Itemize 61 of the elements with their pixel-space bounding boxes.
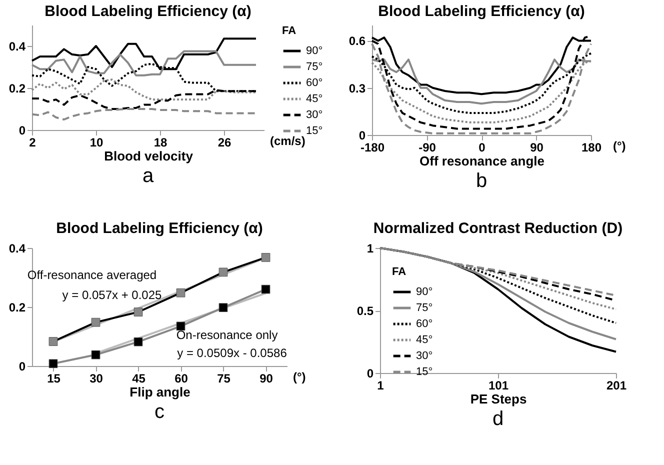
y-tick-label: 1 bbox=[366, 242, 374, 256]
y-tick-label: 0.6 bbox=[348, 34, 366, 48]
x-tick-label: 0 bbox=[478, 140, 486, 154]
x-tick-label: 45 bbox=[132, 372, 146, 386]
legend-label: 30° bbox=[416, 350, 433, 362]
x-tick-label: 90 bbox=[530, 140, 544, 154]
x-tick-label: 30 bbox=[90, 372, 104, 386]
legend-label: 60° bbox=[306, 77, 323, 89]
legend-label: 75° bbox=[416, 302, 433, 314]
x-tick-label: 180 bbox=[581, 140, 602, 154]
x-axis-title: PE Steps bbox=[470, 392, 527, 406]
legend-label: 45° bbox=[306, 93, 323, 105]
x-tick-label: 101 bbox=[488, 378, 509, 392]
legend-title: FA bbox=[392, 266, 406, 278]
legend-label: 60° bbox=[416, 318, 433, 330]
text: (°) bbox=[293, 370, 306, 384]
y-tick-label: 0.3 bbox=[348, 81, 366, 96]
y-tick-label: 0 bbox=[18, 360, 26, 374]
legend-label: 30° bbox=[306, 109, 323, 121]
x-tick-label: 15 bbox=[47, 372, 61, 386]
legend-label: 90° bbox=[306, 45, 323, 57]
annotation: y = 0.057x + 0.025 bbox=[62, 288, 162, 302]
text: b bbox=[476, 170, 488, 192]
x-axis-title: Off resonance angle bbox=[420, 154, 544, 168]
chart-title: Blood Labeling Efficiency (α) bbox=[378, 3, 585, 20]
x-tick-label: 18 bbox=[154, 136, 168, 150]
legend-label: 15° bbox=[416, 366, 433, 378]
x-tick-label: -180 bbox=[360, 140, 385, 154]
x-tick-label: 26 bbox=[218, 136, 232, 150]
x-axis-title: Flip angle bbox=[130, 384, 190, 400]
x-tick-label: 201 bbox=[606, 378, 627, 392]
x-tick-label: 90 bbox=[260, 372, 274, 386]
x-tick-label: 1 bbox=[377, 378, 384, 392]
y-tick-label: 0.2 bbox=[8, 300, 26, 314]
x-tick-label: 60 bbox=[174, 372, 188, 386]
legend-label: 45° bbox=[416, 334, 433, 346]
text: (cm/s) bbox=[270, 134, 306, 148]
x-tick-label: 75 bbox=[217, 372, 231, 386]
x-axis-title: Blood velocity bbox=[104, 148, 194, 164]
x-tick-label: 2 bbox=[29, 136, 36, 150]
text: (°) bbox=[613, 139, 626, 153]
chart-title: Blood Labeling Efficiency (α) bbox=[56, 220, 263, 237]
x-tick-label: -90 bbox=[418, 140, 436, 154]
y-tick-label: 0.5 bbox=[356, 304, 374, 318]
y-tick-label: 0.4 bbox=[8, 40, 26, 54]
chart-title: Normalized Contrast Reduction (D) bbox=[373, 220, 623, 237]
annotation: y = 0.0509x - 0.0586 bbox=[177, 346, 288, 360]
chart-title: Blood Labeling Efficiency (α) bbox=[44, 3, 252, 20]
annotation: On-resonance only bbox=[176, 328, 278, 342]
annotation: Off-resonance averaged bbox=[27, 268, 157, 282]
text: c bbox=[154, 401, 164, 423]
y-tick-label: 0.2 bbox=[8, 82, 26, 96]
legend-label: 75° bbox=[306, 61, 323, 73]
x-tick-label: 10 bbox=[90, 136, 104, 150]
legend-label: 90° bbox=[416, 286, 433, 298]
text: d bbox=[492, 408, 504, 430]
legend-title: FA bbox=[282, 25, 296, 37]
legend-label: 15° bbox=[306, 125, 323, 137]
text: a bbox=[142, 165, 154, 187]
y-tick-label: 0 bbox=[18, 124, 26, 138]
y-tick-label: 0.4 bbox=[8, 242, 26, 256]
